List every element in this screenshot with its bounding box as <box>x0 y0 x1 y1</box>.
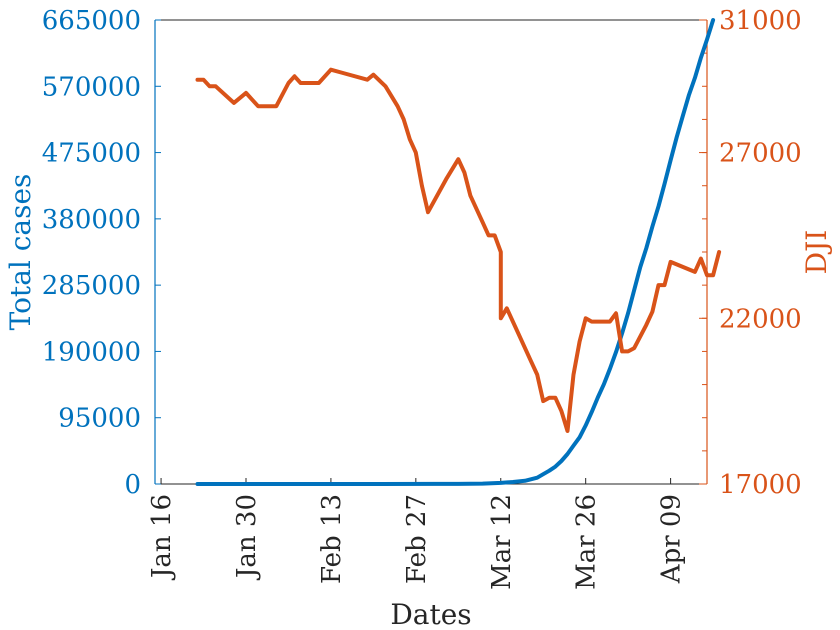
series-line-total-cases <box>195 18 716 486</box>
left-axis-ticks: 0 95000 190000 285000 380000 475000 570000 6650… <box>42 6 161 500</box>
right-axis-label: DJI <box>800 230 833 275</box>
left-tick-label: 285000 <box>42 271 141 301</box>
left-tick-label: 190000 <box>42 337 141 367</box>
left-tick-label: 380000 <box>42 205 141 235</box>
right-axis-ticks: 17000 22000 27000 31000 <box>699 6 802 500</box>
right-tick-label: 22000 <box>719 304 802 334</box>
left-tick-label: 570000 <box>42 72 141 102</box>
x-tick-label: Apr 09 <box>657 494 687 584</box>
x-tick-label: Jan 30 <box>232 494 262 581</box>
x-tick-label: Mar 12 <box>487 494 517 590</box>
left-tick-label: 0 <box>124 470 141 500</box>
right-tick-label: 27000 <box>719 139 802 169</box>
x-axis-label: Dates <box>390 598 471 630</box>
x-tick-label: Mar 26 <box>572 494 602 590</box>
left-tick-label: 665000 <box>42 6 141 36</box>
left-tick-label: 475000 <box>42 139 141 169</box>
x-tick-label: Feb 27 <box>402 494 432 584</box>
plot-area <box>155 20 707 484</box>
x-axis-ticks: Jan 16 Jan 30 Feb 13 Feb 27 Mar 12 Mar 26 Apr … <box>147 478 687 590</box>
left-axis-label: Total cases <box>4 174 37 331</box>
series-line-dji <box>195 67 722 433</box>
right-tick-label: 31000 <box>719 6 802 36</box>
left-tick-label: 95000 <box>58 404 141 434</box>
x-tick-label: Jan 16 <box>147 494 177 581</box>
right-tick-label: 17000 <box>719 470 802 500</box>
x-tick-label: Feb 13 <box>317 494 347 584</box>
series-layer <box>195 18 722 486</box>
